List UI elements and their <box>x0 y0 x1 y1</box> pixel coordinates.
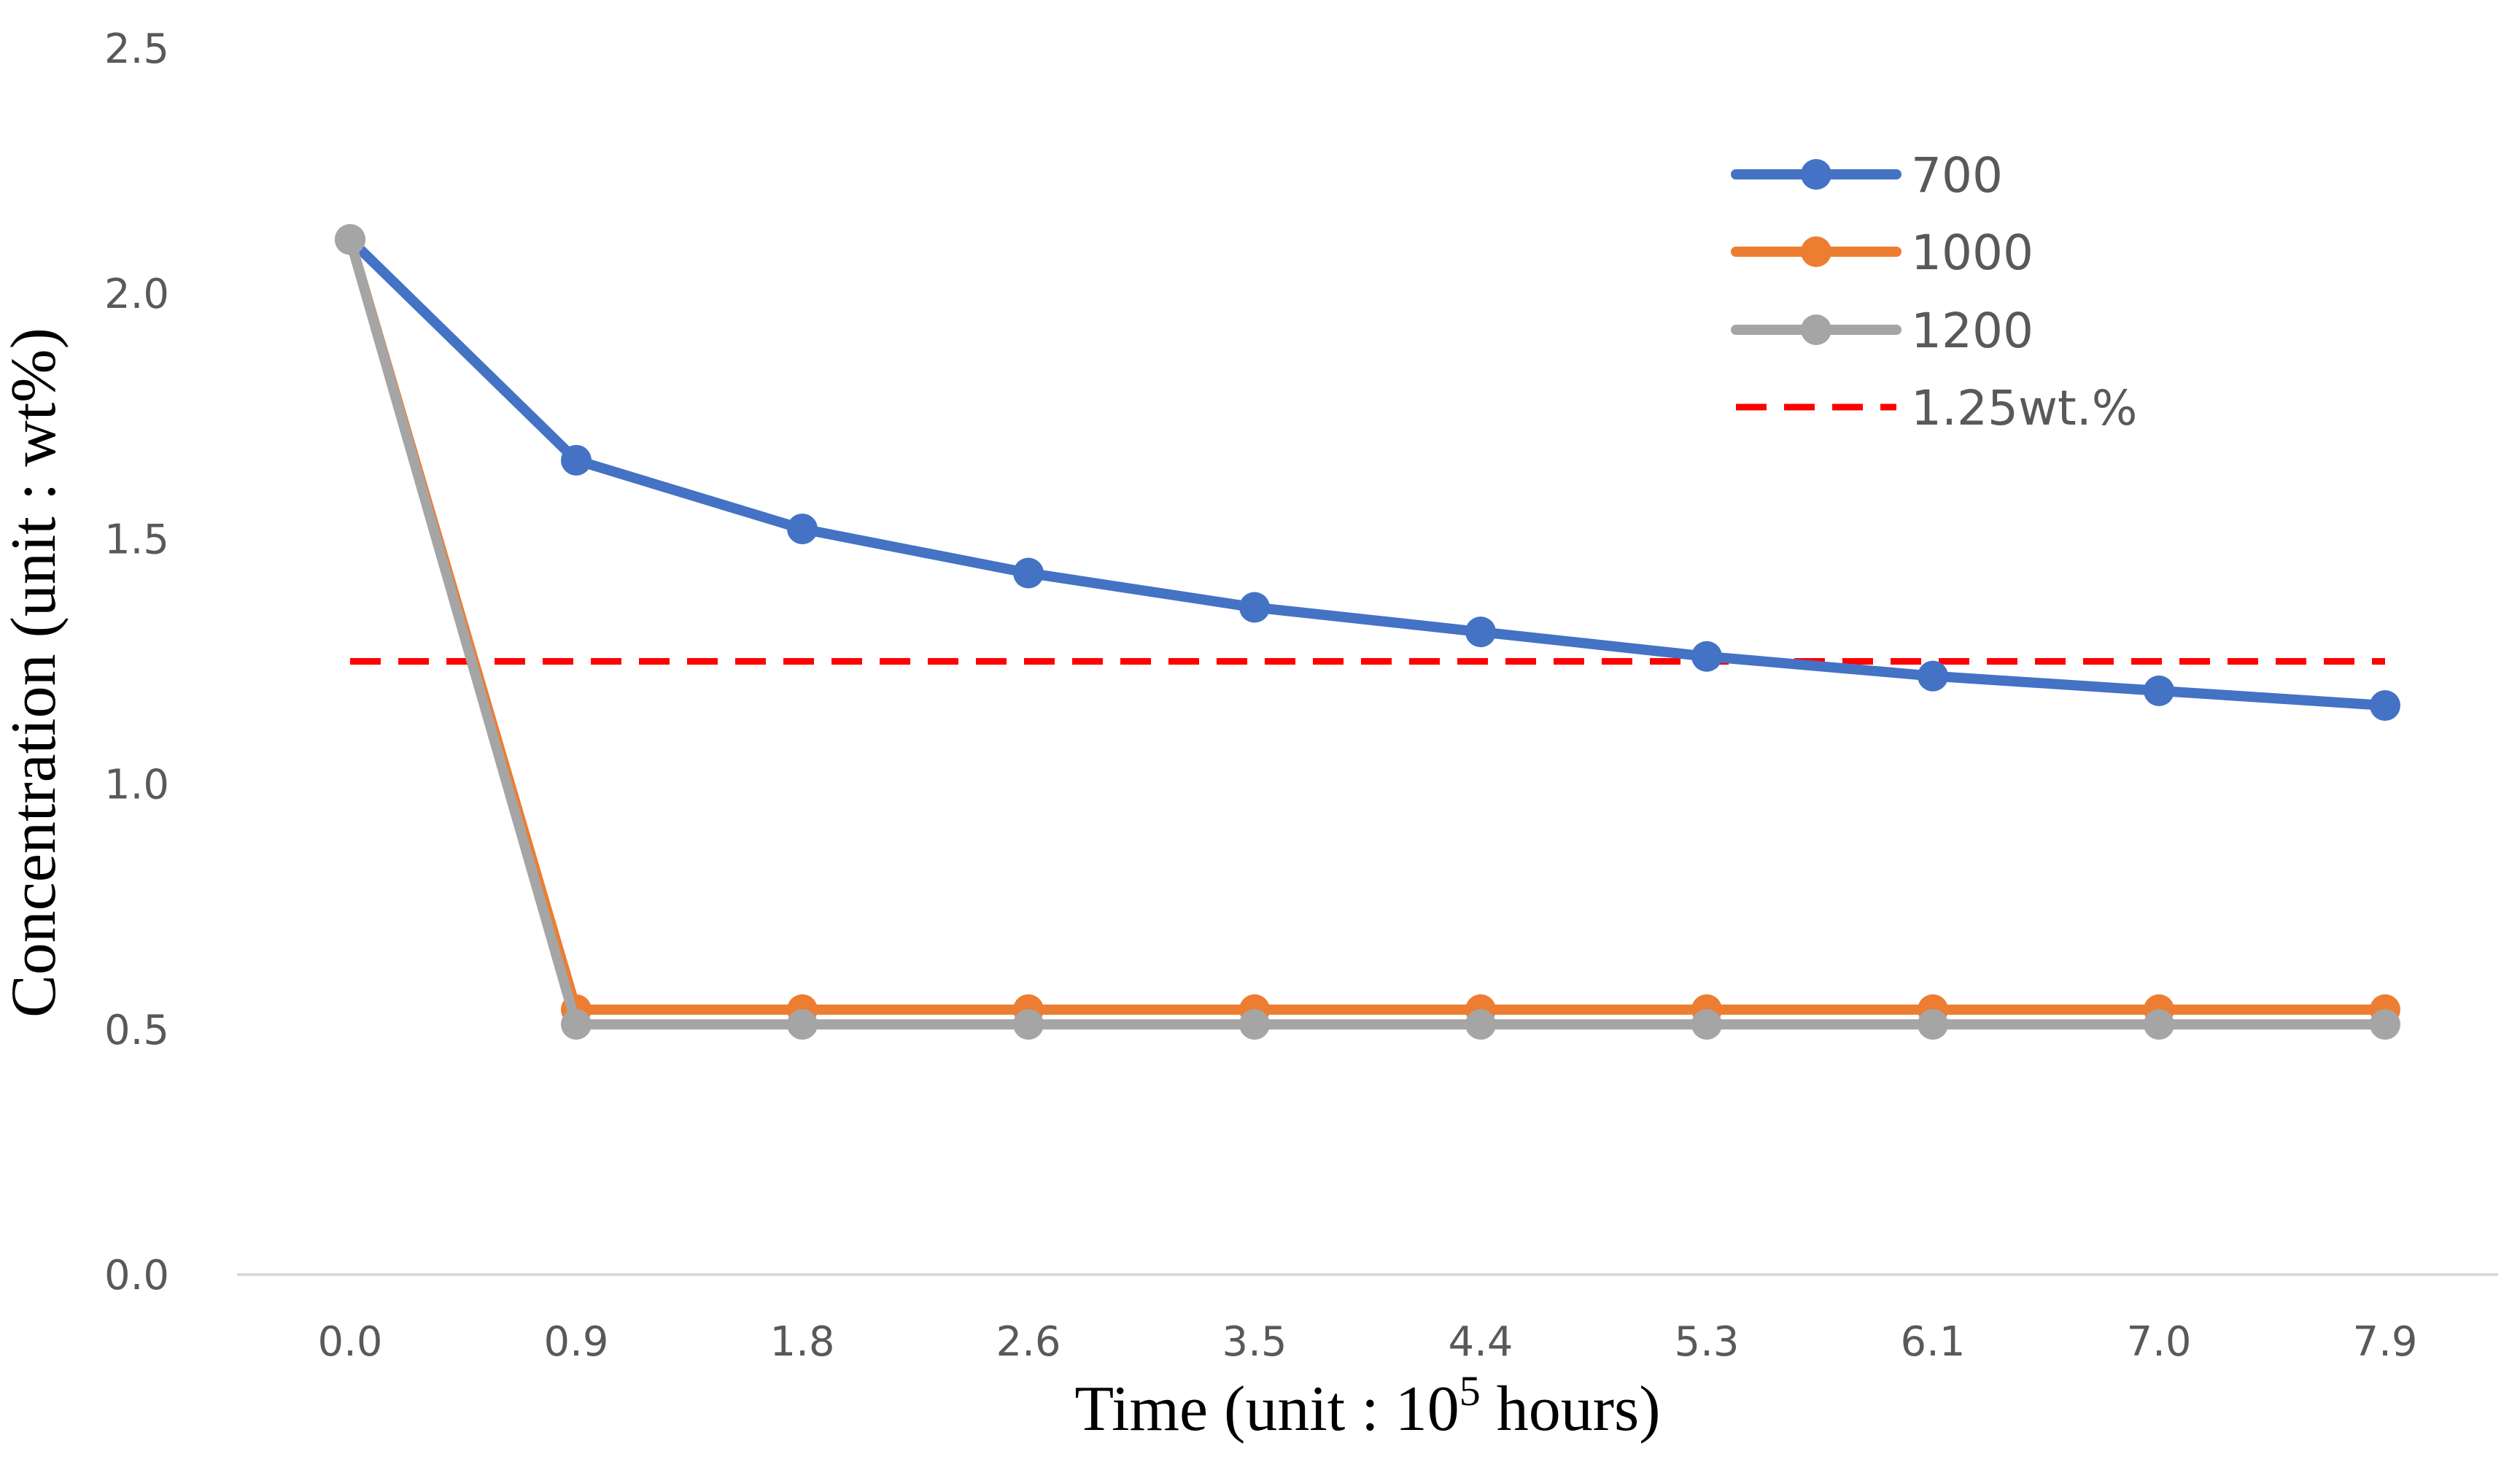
legend-item-1000: 1000 <box>1731 225 2034 281</box>
data-point <box>1918 1009 1948 1040</box>
data-point <box>1013 557 1044 589</box>
data-point <box>2144 1009 2174 1040</box>
data-point <box>1465 616 1496 648</box>
data-point <box>561 444 592 476</box>
data-point <box>787 513 818 544</box>
y-tick-label: 1.0 <box>104 762 169 809</box>
x-axis-title: Time (unit : 105 hours) <box>1074 1367 1660 1445</box>
data-point <box>1918 660 1948 692</box>
series-700 <box>335 224 2400 722</box>
x-tick-label: 7.0 <box>2126 1318 2191 1366</box>
series-line <box>345 234 2390 711</box>
x-axis-ticks: 0.0 0.9 1.8 2.6 3.5 4.4 5.3 6.1 7.0 7.9 <box>317 1318 2417 1366</box>
x-axis-title-tail: hours) <box>1481 1374 1661 1445</box>
legend: 700 1000 1200 1.25wt.% <box>1731 147 2138 436</box>
y-tick-label: 0.5 <box>104 1007 169 1054</box>
legend-item-reference: 1.25wt.% <box>1736 380 2138 436</box>
legend-marker <box>1801 159 1831 190</box>
y-tick-label: 1.5 <box>104 516 169 563</box>
legend-item-1200: 1200 <box>1731 303 2034 359</box>
x-tick-label: 5.3 <box>1674 1318 1739 1366</box>
data-point <box>1239 1009 1270 1040</box>
data-point <box>787 1009 818 1040</box>
data-point <box>2370 690 2400 722</box>
y-tick-label: 2.0 <box>104 271 169 318</box>
y-axis-ticks: 0.0 0.5 1.0 1.5 2.0 2.5 <box>104 26 169 1299</box>
x-tick-label: 2.6 <box>996 1318 1061 1366</box>
legend-label: 1000 <box>1911 225 2034 281</box>
data-point <box>335 224 365 255</box>
x-tick-label: 3.5 <box>1222 1318 1287 1366</box>
y-tick-label: 2.5 <box>104 26 169 73</box>
legend-marker <box>1801 236 1831 267</box>
x-tick-label: 0.9 <box>543 1318 608 1366</box>
legend-label: 1.25wt.% <box>1911 380 2138 436</box>
series-line <box>345 234 2390 1015</box>
x-tick-label: 6.1 <box>1900 1318 1965 1366</box>
x-tick-label: 0.0 <box>317 1318 382 1366</box>
data-point <box>1013 1009 1044 1040</box>
data-point <box>2144 675 2174 706</box>
legend-item-700: 700 <box>1731 147 2003 204</box>
x-tick-label: 7.9 <box>2352 1318 2417 1366</box>
x-tick-label: 1.8 <box>769 1318 834 1366</box>
x-tick-label: 4.4 <box>1448 1318 1513 1366</box>
data-point <box>1691 1009 1722 1040</box>
series-line <box>345 234 2390 1030</box>
data-point <box>1691 641 1722 672</box>
legend-marker <box>1801 314 1831 345</box>
series-group <box>335 224 2400 1040</box>
y-axis-title: Concentration (unit : wt%) <box>0 328 69 1018</box>
legend-label: 700 <box>1911 147 2003 204</box>
data-point <box>561 1009 592 1040</box>
data-point <box>2370 1009 2400 1040</box>
x-axis-title-superscript: 5 <box>1459 1367 1481 1415</box>
legend-label: 1200 <box>1911 303 2034 359</box>
x-axis-title-main: Time (unit : 10 <box>1074 1374 1459 1445</box>
data-point <box>1239 592 1270 623</box>
series-1200 <box>335 224 2400 1040</box>
data-point <box>1465 1009 1496 1040</box>
y-tick-label: 0.0 <box>104 1252 169 1299</box>
